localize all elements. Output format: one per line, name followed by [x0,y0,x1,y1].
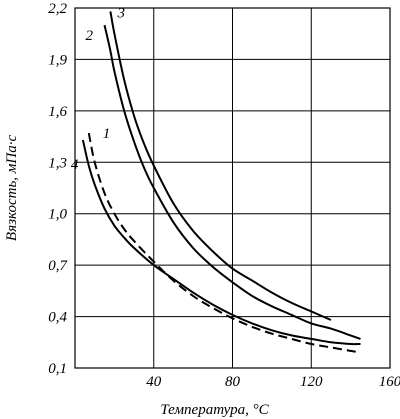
y-tick-label: 1,9 [48,52,67,68]
x-tick-label: 40 [146,374,162,390]
x-tick-labels: 40 80 120 160 [146,374,400,390]
y-tick-label: 2,2 [48,1,67,17]
curve-labels: 1 2 3 4 [71,5,125,173]
curve-label-3: 3 [116,5,125,21]
y-tick-label: 0,4 [48,310,67,326]
series-line-2 [103,24,361,340]
x-axis-label: Температура, °C [160,402,269,418]
x-tick-label: 120 [300,374,323,390]
curve-label-1: 1 [103,126,111,142]
y-tick-label: 1,6 [48,104,67,120]
curve-label-4: 4 [71,157,79,173]
y-tick-label: 0,1 [48,361,67,377]
series-curves [81,11,361,354]
series-line-3 [109,11,332,321]
y-tick-label: 1,0 [48,207,67,223]
curve-label-2: 2 [86,28,94,44]
y-tick-labels: 0,1 0,4 0,7 1,0 1,3 1,6 1,9 2,2 [48,1,68,377]
x-tick-label: 80 [225,374,241,390]
y-axis-label: Вязкость, мПа·с [4,135,20,242]
series-line-1 [87,132,361,354]
y-tick-label: 0,7 [48,258,68,274]
plot-frame [74,7,391,369]
y-tick-label: 1,3 [48,155,67,171]
series-line-4 [81,139,361,346]
x-tick-label: 160 [379,374,400,390]
